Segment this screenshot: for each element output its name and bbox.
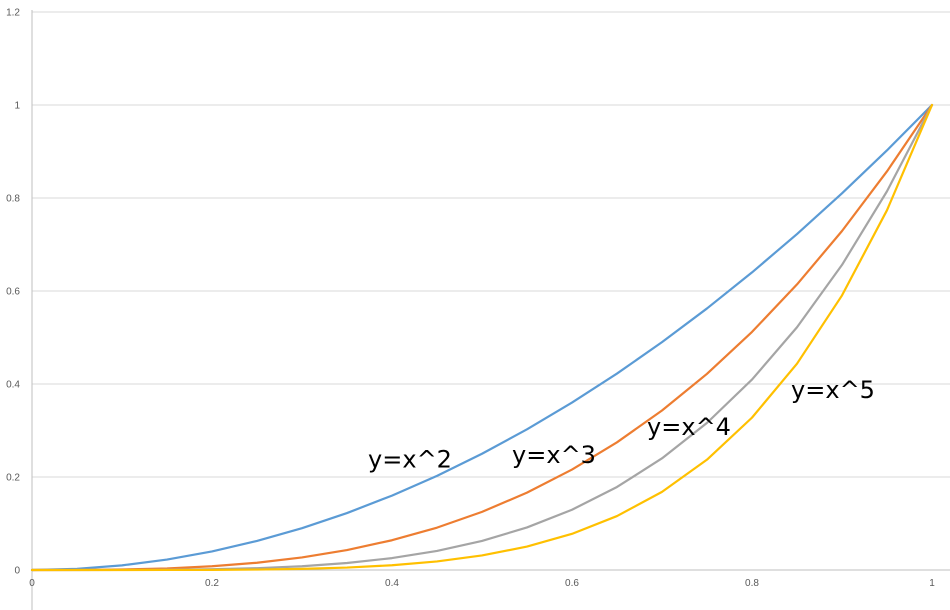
gridlines bbox=[32, 11, 950, 478]
curve-label-1: y=x^2 bbox=[368, 446, 452, 474]
x-tick-label-5: 1 bbox=[929, 578, 935, 589]
curve-label-2: y=x^3 bbox=[512, 441, 596, 469]
y-tick-label-2: 0.4 bbox=[6, 380, 20, 391]
curve-label-3: y=x^4 bbox=[647, 413, 731, 441]
x-tick-label-3: 0.6 bbox=[565, 578, 579, 589]
y-tick-label-6: 1.2 bbox=[6, 8, 20, 19]
series-line-3 bbox=[30, 103, 934, 572]
x-tick-label-4: 0.8 bbox=[745, 578, 759, 589]
x-tick-labels: 0 0.2 0.4 0.6 0.8 1 bbox=[29, 578, 935, 589]
y-tick-label-1: 0.2 bbox=[6, 473, 20, 484]
series-line-2 bbox=[30, 103, 934, 572]
y-tick-label-3: 0.6 bbox=[6, 287, 20, 298]
x-tick-label-0: 0 bbox=[29, 578, 35, 589]
series-line-4 bbox=[30, 103, 934, 572]
axes bbox=[31, 10, 950, 610]
series-lines bbox=[30, 103, 934, 572]
x-tick-label-1: 0.2 bbox=[205, 578, 219, 589]
y-tick-labels: 0 0.2 0.4 0.6 0.8 1 1.2 bbox=[6, 8, 20, 577]
y-tick-label-5: 1 bbox=[14, 101, 20, 112]
y-tick-label-0: 0 bbox=[14, 566, 20, 577]
curve-label-4: y=x^5 bbox=[791, 376, 875, 404]
curve-labels: y=x^2 y=x^3 y=x^4 y=x^5 bbox=[368, 376, 875, 474]
x-tick-label-2: 0.4 bbox=[385, 578, 399, 589]
y-tick-label-4: 0.8 bbox=[6, 194, 20, 205]
series-line-1 bbox=[30, 103, 934, 572]
